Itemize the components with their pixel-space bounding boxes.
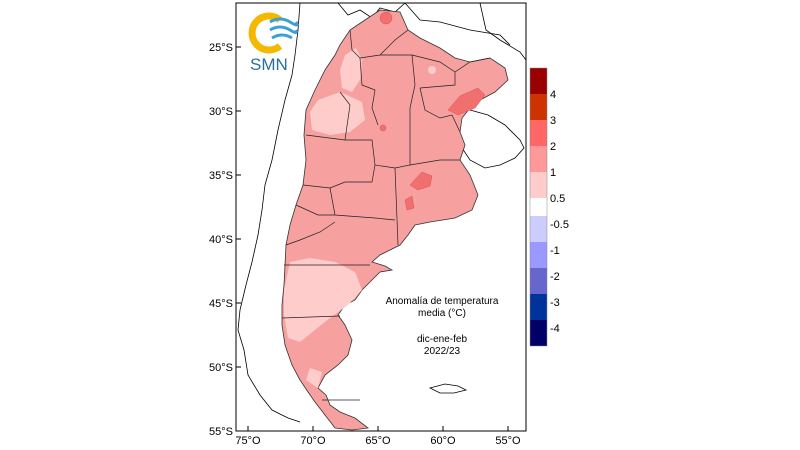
border-corrientes (419, 87, 461, 133)
legend-label: -4 (550, 323, 560, 335)
hot-spot-north (379, 11, 393, 25)
hot-area-pampa (409, 171, 433, 191)
legend-swatch (530, 172, 547, 198)
lat-label: 40°S (209, 234, 233, 246)
pale-area-south (306, 368, 322, 388)
anomaly-2-to-3-areas (379, 11, 486, 211)
border-jujuy-salta (349, 29, 409, 59)
border-mendoza-sanluis (302, 164, 376, 189)
anomaly-legend: 4 3 2 1 0.5 -0.5 -1 -2 -3 -4 (529, 67, 569, 347)
lon-label: 75°O (235, 435, 261, 447)
logo-wave-icon (269, 25, 298, 34)
lat-label: 50°S (209, 362, 233, 374)
annotation-line-4: 2022/23 (424, 346, 461, 357)
legend-swatch (530, 146, 547, 172)
annotation-line-2: media (°C) (418, 308, 466, 319)
lon-ticks (247, 426, 509, 431)
lon-label: 70°O (300, 435, 326, 447)
lat-label: 25°S (209, 42, 233, 54)
border-rionegro (285, 221, 336, 246)
border-neuquen (295, 204, 335, 216)
legend-swatch (530, 320, 547, 346)
legend-label: -2 (550, 271, 560, 283)
lon-labels: 75°O 70°O 65°O 60°O 55°O (235, 435, 521, 447)
lon-label: 60°O (430, 435, 456, 447)
paraguay-border (404, 2, 511, 46)
hot-area-buenos-aires (404, 195, 415, 211)
legend-swatch (530, 242, 547, 268)
lat-ticks (236, 46, 241, 432)
brazil-border (479, 2, 527, 61)
lat-label: 45°S (209, 298, 233, 310)
falklands-outline (428, 383, 468, 394)
legend-label: 3 (550, 115, 556, 127)
border-santiago (380, 54, 416, 109)
border-lapampa (329, 187, 396, 221)
legend-swatch (530, 294, 547, 320)
legend-label: 0.5 (550, 193, 565, 205)
legend-label: -0.5 (550, 219, 569, 231)
border-santa-fe-bsas (409, 159, 460, 166)
border-santacruz-chubut (281, 315, 341, 319)
lat-label: 35°S (209, 170, 233, 182)
legend-label: 1 (550, 167, 556, 179)
lat-label: 55°S (209, 426, 233, 438)
border-lapampa-bsas (394, 167, 399, 246)
lat-label: 30°S (209, 106, 233, 118)
legend-swatch (530, 68, 547, 94)
annotation-line-3: dic-ene-feb (417, 334, 467, 345)
lon-label: 65°O (365, 435, 391, 447)
hot-area-mesopotamia (447, 87, 486, 116)
legend-swatch (530, 94, 547, 120)
lon-label: 55°O (495, 435, 521, 447)
uruguay-border (461, 109, 525, 169)
border-formosa (454, 57, 491, 73)
legend-label: 2 (550, 141, 556, 153)
province-borders (281, 29, 491, 401)
logo-arc-icon (248, 12, 283, 54)
hot-spot-cordoba (379, 124, 387, 132)
border-salta-tucuman (359, 57, 379, 126)
pale-area-cuyo (310, 92, 365, 135)
border-cordoba (339, 91, 411, 169)
legend-frame (529, 67, 548, 347)
chile-north-coast (291, 2, 301, 76)
lat-labels: 25°S 30°S 35°S 40°S 45°S 50°S 55°S (209, 42, 233, 438)
legend-label: -3 (550, 297, 560, 309)
pale-spot-chaco (428, 66, 436, 74)
legend-label: 4 (550, 89, 556, 101)
pale-area-north (340, 48, 362, 92)
legend-swatch (530, 216, 547, 242)
pale-area-patagonia (284, 258, 362, 342)
legend-swatch (530, 268, 547, 294)
logo-wave-icon (269, 17, 299, 27)
logo-text: SMN (250, 55, 288, 74)
annotation-line-1: Anomalía de temperatura (386, 296, 499, 307)
smn-logo: SMN (248, 12, 299, 74)
logo-wave-icon (271, 33, 293, 40)
map-annotation: Anomalía de temperatura media (°C) dic-e… (386, 296, 499, 357)
anomaly-0-5-to-1-areas (284, 48, 436, 388)
chile-coast (237, 74, 301, 423)
legend-label: -1 (550, 245, 560, 257)
border-sanjuan-mendoza (305, 134, 346, 141)
legend-swatch (530, 120, 547, 146)
